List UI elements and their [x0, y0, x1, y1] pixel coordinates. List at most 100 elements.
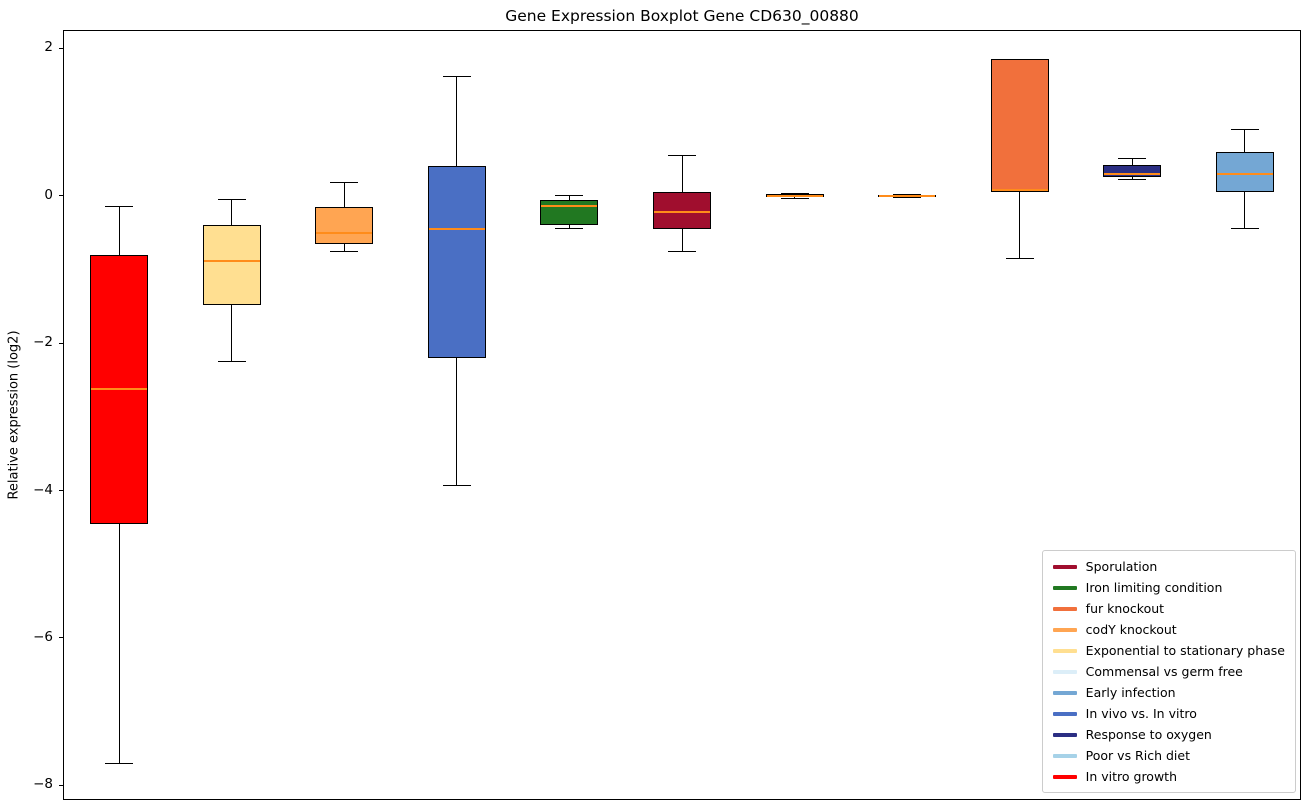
boxplot-box — [315, 206, 374, 245]
legend-item-label: codY knockout — [1085, 622, 1177, 637]
legend-color-swatch — [1052, 585, 1077, 590]
y-axis-label: Relative expression (log2) — [6, 330, 22, 500]
legend-item-label: fur knockout — [1085, 601, 1165, 616]
legend-item: In vivo vs. In vitro — [1052, 705, 1285, 722]
lower-whisker — [1131, 177, 1133, 180]
upper-whisker-cap — [330, 182, 359, 184]
lower-whisker-cap — [1230, 228, 1259, 230]
legend-color-swatch — [1052, 753, 1077, 758]
upper-whisker — [231, 199, 233, 226]
upper-whisker-cap — [780, 193, 809, 195]
lower-whisker — [343, 244, 345, 252]
lower-whisker-cap — [1118, 179, 1147, 181]
median-line — [991, 188, 1048, 191]
legend-item: Iron limiting condition — [1052, 579, 1285, 596]
upper-whisker-cap — [893, 193, 922, 195]
legend-item-label: In vivo vs. In vitro — [1085, 706, 1197, 721]
y-tick-label: −4 — [33, 481, 53, 498]
upper-whisker-cap — [668, 154, 696, 156]
median-line — [1216, 172, 1273, 175]
upper-whisker — [118, 206, 120, 255]
legend-item-label: In vitro growth — [1085, 769, 1178, 784]
legend-color-swatch — [1052, 690, 1077, 695]
upper-whisker — [343, 182, 345, 207]
median-line — [316, 231, 373, 234]
upper-whisker-cap — [1230, 128, 1259, 130]
y-tick-mark — [59, 637, 63, 639]
median-line — [203, 259, 260, 262]
y-tick-mark — [59, 195, 63, 197]
lower-whisker — [231, 304, 233, 362]
legend-item-label: Early infection — [1085, 685, 1176, 700]
legend-item: fur knockout — [1052, 600, 1285, 617]
lower-whisker-cap — [442, 484, 471, 486]
legend-color-swatch — [1052, 732, 1077, 737]
y-tick-label: −8 — [33, 776, 53, 793]
median-line — [879, 194, 936, 197]
upper-whisker-cap — [442, 75, 471, 77]
upper-whisker — [681, 155, 683, 193]
lower-whisker-cap — [668, 251, 696, 253]
legend-item: Commensal vs germ free — [1052, 663, 1285, 680]
legend-item-label: Poor vs Rich diet — [1085, 748, 1190, 763]
legend-item: In vitro growth — [1052, 768, 1285, 785]
boxplot-box — [540, 200, 599, 226]
upper-whisker-cap — [555, 195, 584, 197]
lower-whisker — [681, 228, 683, 252]
legend-item: codY knockout — [1052, 621, 1285, 638]
lower-whisker-cap — [217, 361, 246, 363]
legend-color-swatch — [1052, 564, 1077, 569]
median-line — [1104, 172, 1161, 175]
boxplot-box — [1103, 164, 1162, 178]
y-tick-mark — [59, 784, 63, 786]
boxplot-box — [202, 225, 261, 305]
legend-item-label: Sporulation — [1085, 559, 1158, 574]
legend-color-swatch — [1052, 627, 1077, 632]
legend-color-swatch — [1052, 711, 1077, 716]
legend-color-swatch — [1052, 669, 1077, 674]
median-line — [654, 211, 710, 213]
y-tick-mark — [59, 342, 63, 344]
y-tick-label: −6 — [33, 628, 53, 645]
boxplot-box — [990, 59, 1049, 193]
upper-whisker — [456, 76, 458, 167]
legend-color-swatch — [1052, 606, 1077, 611]
boxplot-box — [653, 192, 711, 229]
legend-item: Early infection — [1052, 684, 1285, 701]
legend-item-label: Response to oxygen — [1085, 727, 1212, 742]
y-tick-label: −2 — [33, 334, 53, 351]
y-tick-mark — [59, 47, 63, 49]
legend-item: Sporulation — [1052, 558, 1285, 575]
lower-whisker — [568, 225, 570, 229]
median-line — [91, 387, 148, 390]
legend-item: Response to oxygen — [1052, 726, 1285, 743]
lower-whisker — [118, 523, 120, 764]
upper-whisker-cap — [105, 206, 134, 208]
legend-item-label: Commensal vs germ free — [1085, 664, 1243, 679]
lower-whisker-cap — [555, 227, 584, 229]
lower-whisker-cap — [780, 197, 809, 199]
median-line — [541, 205, 598, 208]
lower-whisker — [1244, 192, 1246, 229]
legend: Sporulation Iron limiting condition fur kn… — [1041, 550, 1296, 793]
legend-item-label: Iron limiting condition — [1085, 580, 1223, 595]
y-tick-label: 0 — [44, 186, 53, 203]
legend-item: Poor vs Rich diet — [1052, 747, 1285, 764]
chart-title: Gene Expression Boxplot Gene CD630_00880 — [505, 7, 859, 25]
upper-whisker — [1244, 129, 1246, 152]
lower-whisker-cap — [105, 762, 134, 764]
legend-item: Exponential to stationary phase — [1052, 642, 1285, 659]
lower-whisker — [456, 357, 458, 486]
median-line — [766, 194, 823, 197]
legend-color-swatch — [1052, 648, 1077, 653]
legend-color-swatch — [1052, 774, 1077, 779]
legend-item-label: Exponential to stationary phase — [1085, 643, 1285, 658]
lower-whisker — [1019, 192, 1021, 259]
upper-whisker-cap — [217, 198, 246, 200]
median-line — [428, 227, 485, 230]
y-tick-label: 2 — [44, 39, 53, 56]
lower-whisker-cap — [330, 251, 359, 253]
boxplot-box — [1215, 151, 1274, 193]
y-tick-mark — [59, 490, 63, 492]
